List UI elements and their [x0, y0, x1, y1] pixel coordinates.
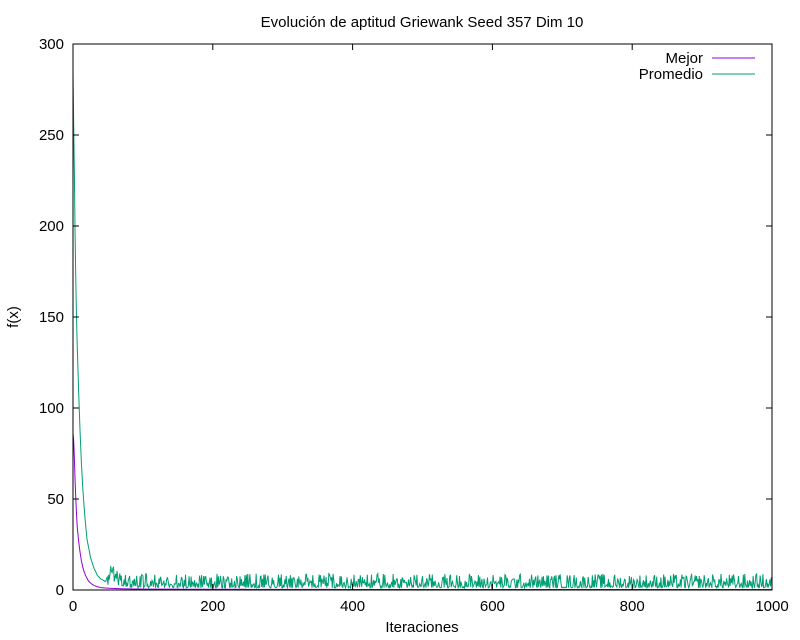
- y-tick-label: 200: [39, 218, 64, 235]
- y-tick-label: 100: [39, 400, 64, 417]
- x-tick-label: 0: [69, 598, 77, 615]
- plot-area: [72, 73, 773, 590]
- x-tick-label: 200: [200, 598, 225, 615]
- x-axis-label: Iteraciones: [385, 619, 458, 636]
- legend-label: Mejor: [665, 50, 703, 67]
- series-line-1: [72, 73, 773, 590]
- legend-label: Promedio: [639, 66, 703, 83]
- y-tick-label: 50: [47, 491, 64, 508]
- y-axis-label: f(x): [5, 306, 22, 328]
- x-tick-label: 400: [340, 598, 365, 615]
- y-tick-label: 150: [39, 309, 64, 326]
- x-tick-label: 600: [480, 598, 505, 615]
- y-tick-label: 0: [56, 582, 64, 599]
- y-tick-label: 250: [39, 127, 64, 144]
- axis-ticks: 0 200 400 600 800 1000 0 50 100 150 200 250 300: [39, 36, 789, 615]
- y-tick-label: 300: [39, 36, 64, 53]
- x-tick-label: 800: [620, 598, 645, 615]
- x-tick-label: 1000: [755, 598, 788, 615]
- chart-title: Evolución de aptitud Griewank Seed 357 D…: [261, 14, 584, 31]
- series-line-0: [72, 433, 772, 590]
